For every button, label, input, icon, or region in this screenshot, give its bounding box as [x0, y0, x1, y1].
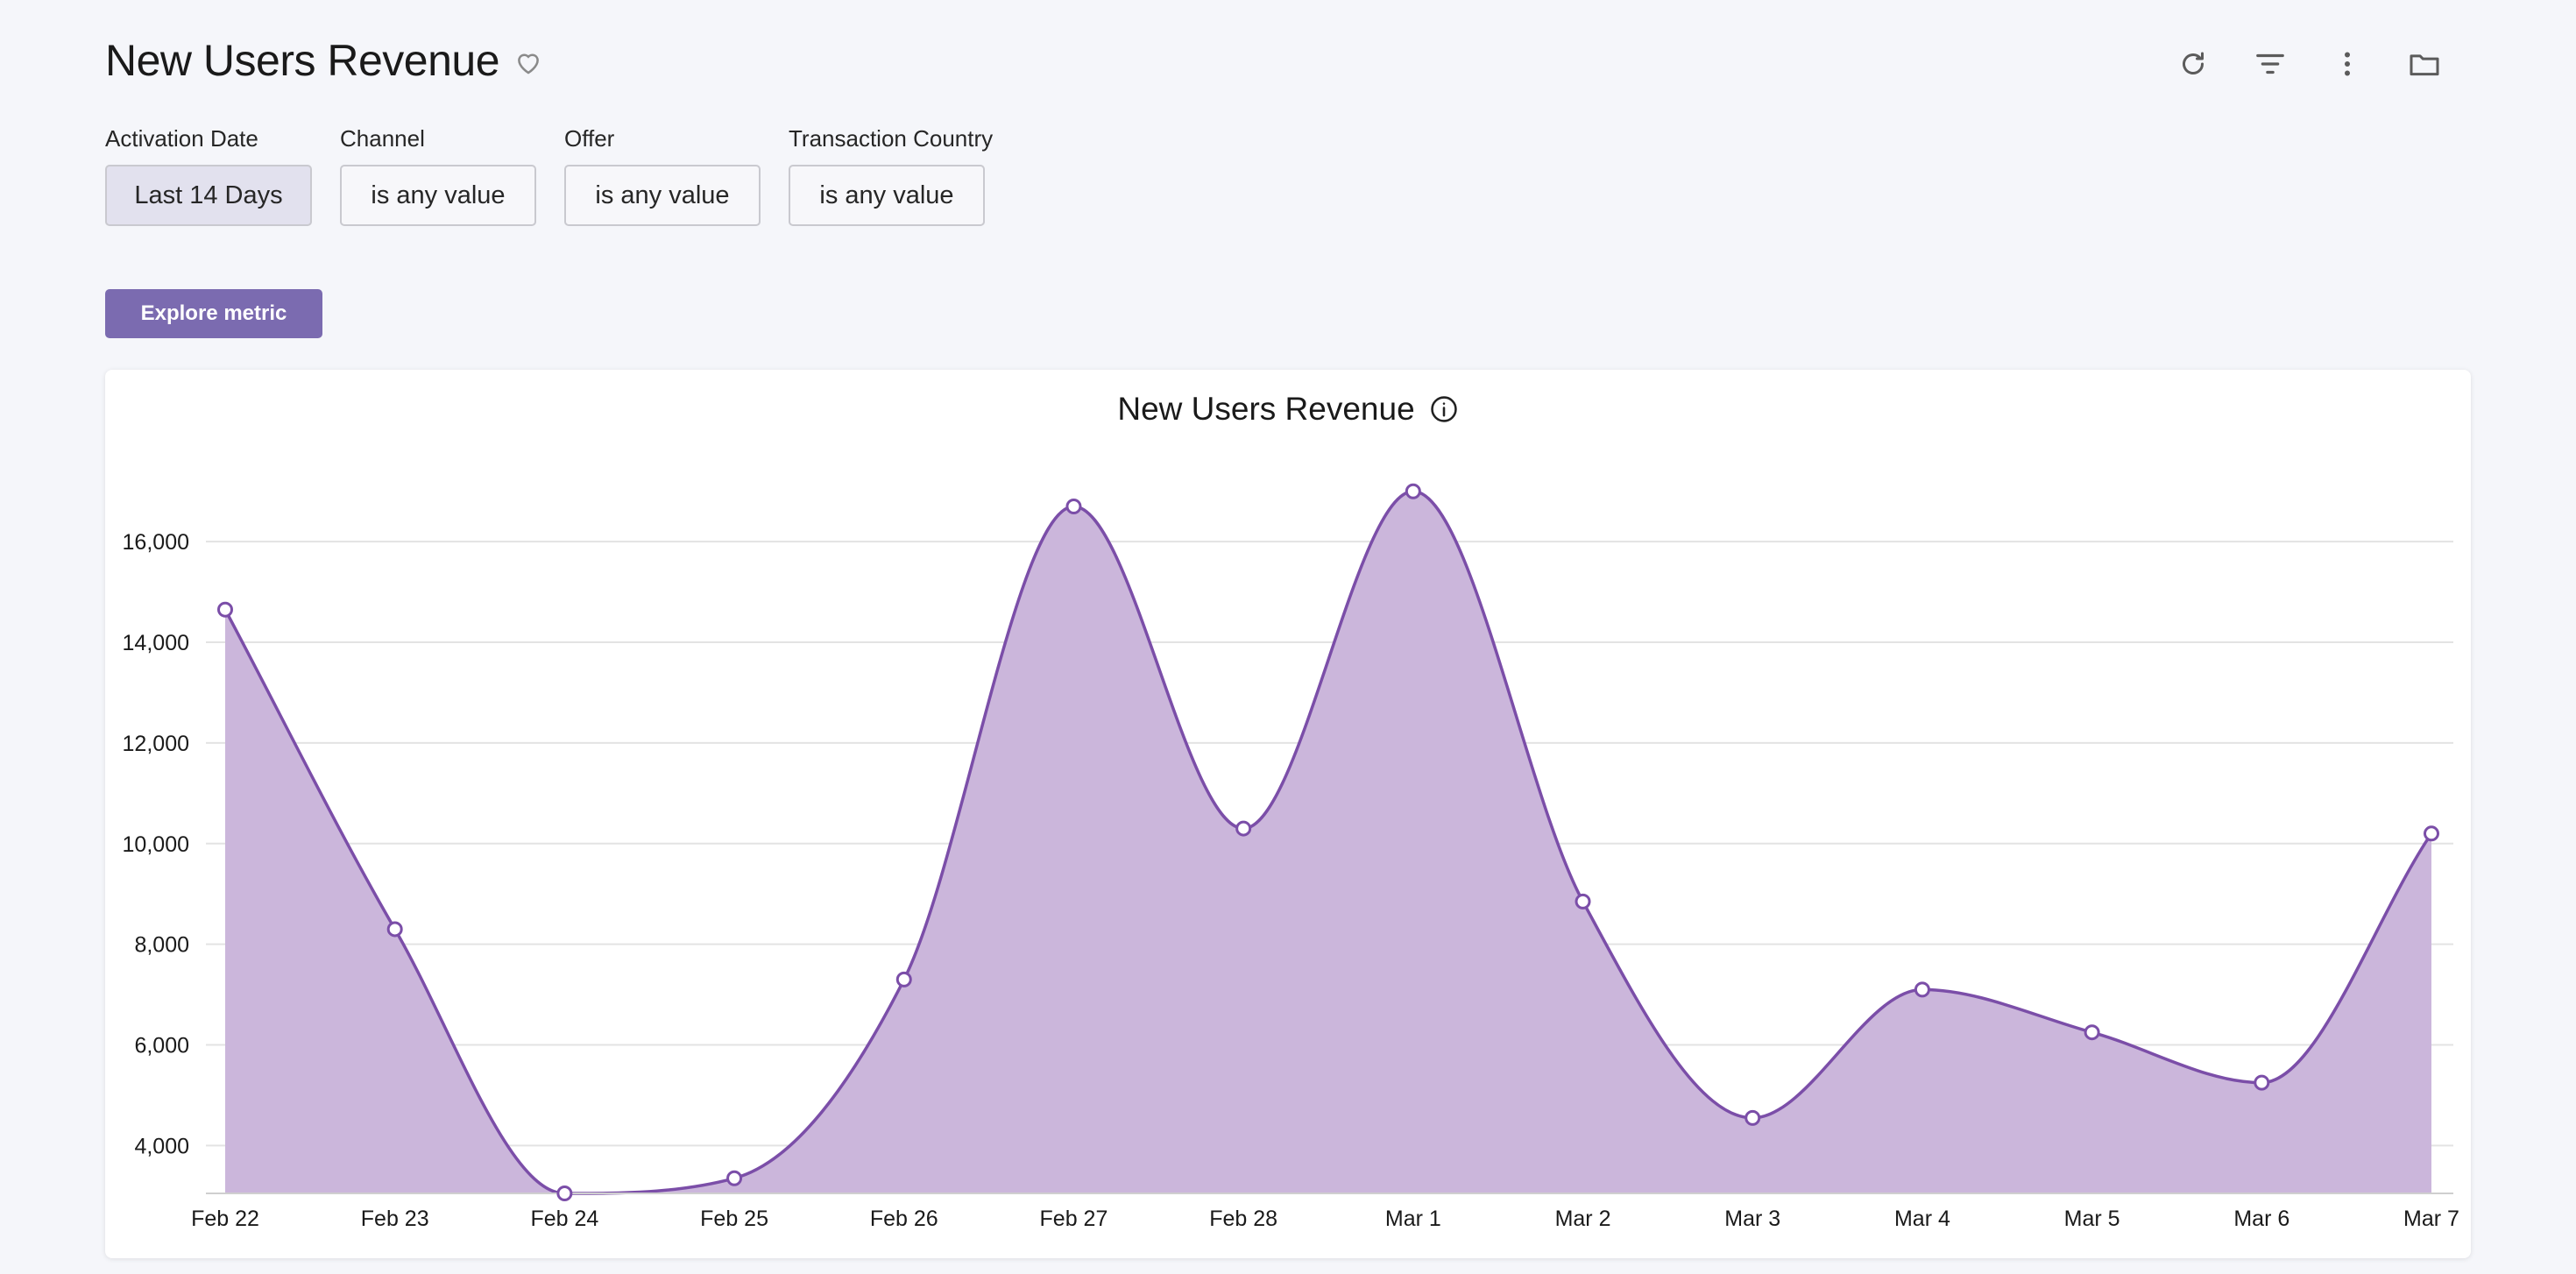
- x-tick-label: Feb 27: [1040, 1207, 1108, 1231]
- x-tick-label: Mar 1: [1385, 1207, 1441, 1231]
- more-vertical-icon: [2345, 52, 2350, 76]
- x-tick-label: Mar 4: [1894, 1207, 1950, 1231]
- more-options-button[interactable]: [2327, 44, 2367, 84]
- data-point[interactable]: [726, 1170, 743, 1186]
- data-point[interactable]: [1914, 981, 1930, 998]
- filter-transaction-country: Transaction Country is any value: [789, 125, 993, 226]
- data-point[interactable]: [1405, 483, 1421, 499]
- filter-bar: Activation Date Last 14 Days Channel is …: [105, 125, 993, 226]
- transaction-country-filter-button[interactable]: is any value: [789, 165, 985, 226]
- filter-label: Channel: [340, 125, 425, 152]
- data-point[interactable]: [556, 1186, 573, 1201]
- y-tick-label: 10,000: [123, 832, 189, 857]
- data-point[interactable]: [386, 921, 403, 938]
- data-point[interactable]: [217, 601, 233, 618]
- page-title: New Users Revenue: [105, 36, 500, 85]
- chart-header: New Users Revenue: [105, 391, 2471, 428]
- data-point[interactable]: [1235, 820, 1252, 837]
- x-tick-label: Feb 26: [870, 1207, 938, 1231]
- folder-button[interactable]: [2404, 44, 2445, 84]
- filter-activation-date: Activation Date Last 14 Days: [105, 125, 312, 226]
- filter-channel: Channel is any value: [340, 125, 536, 226]
- y-tick-label: 12,000: [123, 732, 189, 756]
- offer-filter-button[interactable]: is any value: [564, 165, 761, 226]
- filter-offer: Offer is any value: [564, 125, 761, 226]
- filter-label: Activation Date: [105, 125, 258, 152]
- page-header: New Users Revenue: [105, 35, 543, 86]
- x-tick-label: Mar 3: [1724, 1207, 1780, 1231]
- activation-date-button[interactable]: Last 14 Days: [105, 165, 312, 226]
- x-tick-label: Feb 28: [1209, 1207, 1277, 1231]
- folder-icon: [2410, 54, 2439, 76]
- heart-outline-icon[interactable]: [513, 47, 543, 77]
- data-point[interactable]: [2254, 1074, 2270, 1091]
- data-point[interactable]: [1575, 893, 1591, 909]
- refresh-icon: [2183, 52, 2204, 74]
- x-tick-label: Feb 25: [700, 1207, 768, 1231]
- x-tick-label: Mar 6: [2233, 1207, 2289, 1231]
- x-tick-label: Mar 7: [2403, 1207, 2459, 1231]
- filter-icon: [2256, 53, 2284, 74]
- data-point[interactable]: [2424, 825, 2439, 842]
- area-chart: 4,000 6,000 8,000 10,000 12,000 14,000 16,000 F…: [123, 483, 2459, 1231]
- y-tick-label: 6,000: [134, 1034, 189, 1058]
- refresh-button[interactable]: [2173, 44, 2213, 84]
- chart-card: 4,000 6,000 8,000 10,000 12,000 14,000 16,000 F…: [105, 370, 2471, 1258]
- y-tick-label: 4,000: [134, 1134, 189, 1158]
- x-tick-label: Feb 23: [361, 1207, 429, 1231]
- chart-title: New Users Revenue: [1117, 391, 1415, 427]
- toolbar: [2173, 44, 2445, 84]
- data-point[interactable]: [1065, 498, 1082, 514]
- data-point[interactable]: [1744, 1109, 1761, 1126]
- x-tick-label: Feb 22: [191, 1207, 259, 1231]
- data-point[interactable]: [2084, 1024, 2100, 1041]
- filter-label: Offer: [564, 125, 615, 152]
- x-tick-label: Mar 2: [1555, 1207, 1611, 1231]
- explore-metric-button[interactable]: Explore metric: [105, 289, 322, 338]
- x-tick-label: Feb 24: [530, 1207, 598, 1231]
- y-tick-label: 8,000: [134, 933, 189, 958]
- data-point[interactable]: [895, 971, 912, 987]
- filter-label: Transaction Country: [789, 125, 994, 152]
- y-tick-label: 14,000: [123, 631, 189, 655]
- x-tick-label: Mar 5: [2064, 1207, 2120, 1231]
- channel-filter-button[interactable]: is any value: [340, 165, 536, 226]
- info-icon[interactable]: [1429, 394, 1459, 424]
- area-fill: [225, 491, 2431, 1193]
- y-tick-label: 16,000: [123, 530, 189, 555]
- filter-button[interactable]: [2250, 44, 2290, 84]
